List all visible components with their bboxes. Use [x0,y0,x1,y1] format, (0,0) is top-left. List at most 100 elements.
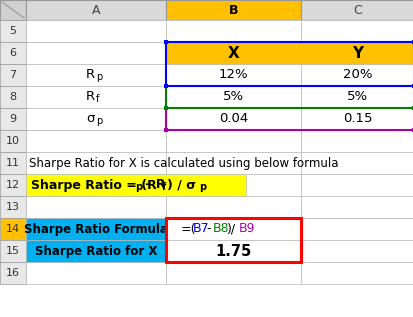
Text: C: C [352,3,361,16]
Text: 7: 7 [9,70,17,80]
Text: B9: B9 [238,223,255,236]
Text: 12: 12 [6,180,20,190]
Bar [26,108,166,130]
Bar [0,262,26,284]
Bar [300,196,413,218]
Text: B7: B7 [192,223,209,236]
Bar [0,218,26,240]
Text: 11: 11 [6,158,20,168]
Text: 16: 16 [6,268,20,278]
Bar [300,152,413,174]
Text: X: X [227,46,239,61]
Bar [0,20,26,42]
Bar [26,196,166,218]
Text: -: - [206,223,210,236]
Text: Sharpe Ratio for X: Sharpe Ratio for X [35,244,157,257]
Bar [0,152,26,174]
Text: 15: 15 [6,246,20,256]
Bar [300,86,413,108]
Text: R: R [85,68,95,81]
Bar [26,64,166,86]
Bar [166,174,300,196]
Bar [26,240,166,262]
Text: 0.04: 0.04 [218,113,247,126]
Text: 8: 8 [9,92,17,102]
Bar [0,130,26,152]
Bar [300,174,413,196]
Text: Sharpe Ratio Formula: Sharpe Ratio Formula [24,223,168,236]
Bar [166,42,300,64]
Bar [0,108,26,130]
Bar [26,240,166,262]
Bar [0,174,26,196]
Bar [300,64,413,86]
Bar [166,0,300,20]
Bar [300,130,413,152]
Bar [166,218,300,240]
Bar [0,240,26,262]
Text: σ: σ [86,113,95,126]
Bar [0,0,26,20]
Text: 5: 5 [9,26,17,36]
Text: A: A [92,3,100,16]
Bar [26,86,166,108]
Bar [26,130,166,152]
Text: Y: Y [351,46,362,61]
Text: 10: 10 [6,136,20,146]
Bar [26,0,166,20]
Text: f: f [161,183,166,192]
Text: p: p [199,183,206,192]
Text: – R: – R [141,178,165,191]
Bar [166,218,300,240]
Bar [26,174,166,196]
Text: R: R [85,90,95,103]
Bar [166,262,300,284]
Text: B8: B8 [212,223,229,236]
Bar [26,218,166,240]
Text: 5%: 5% [222,90,244,103]
Bar [166,108,300,130]
Bar [300,42,413,64]
Text: )/: )/ [226,223,235,236]
Bar [0,86,26,108]
Bar [300,108,413,130]
Text: 1.75: 1.75 [215,243,251,258]
Bar [26,262,166,284]
Text: 6: 6 [9,48,17,58]
Bar [166,42,300,64]
Bar [26,174,245,196]
Bar [0,64,26,86]
Text: ) / σ: ) / σ [166,178,195,191]
Text: 13: 13 [6,202,20,212]
Text: 5%: 5% [346,90,367,103]
Bar [300,20,413,42]
Bar [166,240,300,262]
Text: p: p [135,183,142,192]
Bar [0,42,26,64]
Bar [300,262,413,284]
Text: p: p [96,73,102,82]
Text: 9: 9 [9,114,17,124]
Bar [166,152,300,174]
Bar [300,218,413,240]
Bar [166,130,300,152]
Text: 20%: 20% [342,68,371,81]
Text: Sharpe Ratio for X is calculated using below formula: Sharpe Ratio for X is calculated using b… [29,157,338,170]
Bar [166,86,300,108]
Bar [300,0,413,20]
Bar [26,218,166,240]
Text: f: f [96,94,99,105]
Bar [26,152,166,174]
Bar [166,20,300,42]
Bar [166,196,300,218]
Bar [300,42,413,64]
Text: 14: 14 [6,224,20,234]
Bar [26,20,166,42]
Bar [0,196,26,218]
Text: Sharpe Ratio = (R: Sharpe Ratio = (R [31,178,157,191]
Bar [166,218,300,262]
Text: p: p [96,117,102,126]
Text: 0.15: 0.15 [342,113,371,126]
Bar [300,240,413,262]
Bar [166,240,300,262]
